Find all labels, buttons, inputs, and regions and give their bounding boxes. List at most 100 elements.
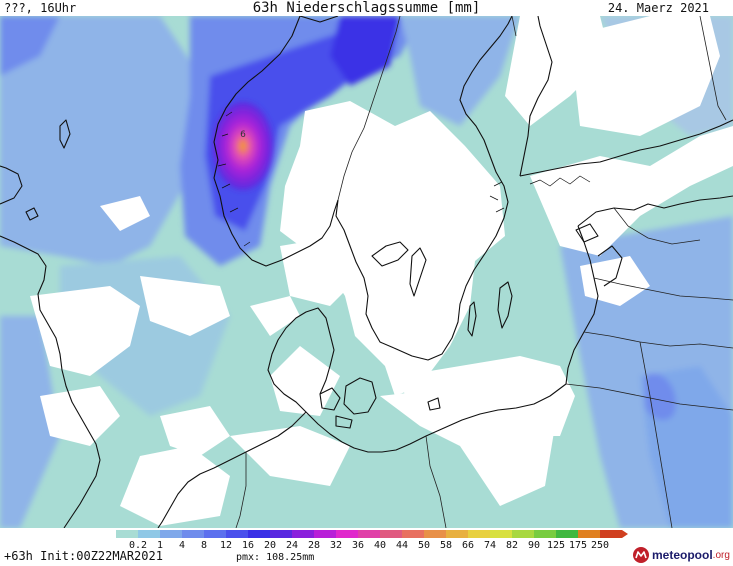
coast-oslofjord <box>335 199 395 349</box>
coast-jutland <box>267 307 343 443</box>
precip-peak <box>213 102 273 190</box>
colorbar-tick-label: 250 <box>590 540 610 551</box>
colorbar-tick-label: 12 <box>219 540 233 551</box>
coast-germany-netherlands <box>157 411 307 528</box>
precip-zone-west <box>0 16 200 266</box>
colorbar-tick-label: 66 <box>461 540 475 551</box>
colorbar-tick-label: 8 <box>200 540 208 551</box>
colorbar-tick-label: 74 <box>483 540 497 551</box>
precip-zone-northeast <box>400 16 520 126</box>
colorbar-segment <box>424 530 446 538</box>
island-lolland <box>335 415 353 429</box>
colorbar-tick-label: 4 <box>178 540 186 551</box>
island-bornholm <box>427 397 441 411</box>
skerries-finland <box>529 175 591 187</box>
coastlines <box>0 16 733 528</box>
colorbar-segment <box>512 530 534 538</box>
border-finland-russia <box>699 16 727 121</box>
coast-norway-north <box>299 16 339 23</box>
meteopool-logo[interactable]: meteopool .org <box>632 545 732 565</box>
colorbar-segment <box>138 530 160 538</box>
border-estonia-latvia <box>613 207 701 245</box>
colorbar-tick-label: 58 <box>439 540 453 551</box>
island-shetland <box>59 119 71 149</box>
precip-zone-east-spot <box>645 373 676 421</box>
colorbar-segment <box>292 530 314 538</box>
colorbar-segment <box>402 530 424 538</box>
dry-area-denmark <box>270 346 340 416</box>
colorbar-tick-label: 175 <box>568 540 588 551</box>
dry-area-finland-lake <box>520 26 545 56</box>
coast-finland-south <box>519 119 733 177</box>
island-orkney <box>25 207 39 221</box>
colorbar-segment <box>534 530 556 538</box>
coast-sweden-east <box>393 16 513 361</box>
dry-area-sweden-south <box>280 101 505 396</box>
precip-colorbar <box>116 530 628 538</box>
colorbar-segment <box>358 530 380 538</box>
precip-zone-southwest <box>0 316 60 528</box>
border-poland-east <box>565 383 733 411</box>
forecast-init-label: +63h Init:00Z22MAR2021 <box>4 549 163 563</box>
colorbar-tick-label: 1 <box>156 540 164 551</box>
dry-area-germany-north <box>280 236 360 306</box>
coast-great-britain <box>0 235 101 528</box>
dry-area-finland-east <box>570 16 720 136</box>
dry-area-baltic-south <box>400 356 575 436</box>
dry-area-netherlands <box>120 446 230 526</box>
colorbar-arrow-icon <box>622 530 628 538</box>
max-precip-label: pmx: 108.25mm <box>236 552 315 563</box>
precip-zone-norway-north <box>330 16 400 86</box>
colorbar-tick-label: 16 <box>241 540 255 551</box>
island-saaremaa <box>575 223 599 243</box>
colorbar-segment <box>556 530 578 538</box>
border-latvia-lithuania <box>593 277 733 301</box>
peak-value-label: 6 <box>240 130 246 140</box>
coast-estonia <box>577 195 733 227</box>
valid-time-label: ???, 16Uhr <box>4 1 77 15</box>
border-poland-germany <box>425 435 447 528</box>
dry-areas <box>30 16 733 526</box>
colorbar-segment <box>182 530 204 538</box>
skerries-norway <box>217 111 251 247</box>
colorbar-tick-label: 125 <box>546 540 566 551</box>
meteopool-logo-icon <box>633 547 649 563</box>
colorbar-tick-label: 50 <box>417 540 431 551</box>
colorbar-segment <box>600 530 622 538</box>
colorbar-tick-label: 0.2 <box>128 540 148 551</box>
border-netherlands-germany <box>235 452 247 528</box>
dry-area-germany <box>230 426 350 486</box>
coast-gulf-riga <box>597 245 623 287</box>
border-lithuania-south <box>583 331 733 349</box>
colorbar-tick-label: 20 <box>263 540 277 551</box>
precip-zone-northwest <box>0 16 60 76</box>
colorbar-tick-label: 36 <box>351 540 365 551</box>
logo-name: meteopool <box>652 548 713 562</box>
precipitation-map[interactable]: 6 <box>0 16 733 528</box>
lake-vattern <box>409 247 427 297</box>
colorbar-segment <box>336 530 358 538</box>
colorbar-tick-label: 32 <box>329 540 343 551</box>
coast-detail <box>217 111 591 247</box>
colorbar-segment <box>204 530 226 538</box>
colorbar-segment <box>380 530 402 538</box>
border-denmark-germany <box>291 411 307 427</box>
colorbar-segment <box>578 530 600 538</box>
colorbar-segment <box>490 530 512 538</box>
lake-vanern <box>371 241 409 267</box>
skerries-stockholm <box>489 181 505 213</box>
logo-tld: .org <box>712 549 730 561</box>
coast-scotland-north <box>0 165 23 205</box>
colorbar-tick-label: 90 <box>527 540 541 551</box>
island-oland <box>467 301 477 337</box>
dry-area-belgium <box>160 406 230 456</box>
colorbar-tick-label: 44 <box>395 540 409 551</box>
coast-finland-west <box>519 16 553 177</box>
colorbar-segment <box>226 530 248 538</box>
colorbar-segment <box>314 530 336 538</box>
colorbar-segment <box>160 530 182 538</box>
border-belarus <box>639 341 673 528</box>
border-norway-sweden <box>337 16 401 201</box>
valid-date-label: 24. Maerz 2021 <box>607 1 709 15</box>
